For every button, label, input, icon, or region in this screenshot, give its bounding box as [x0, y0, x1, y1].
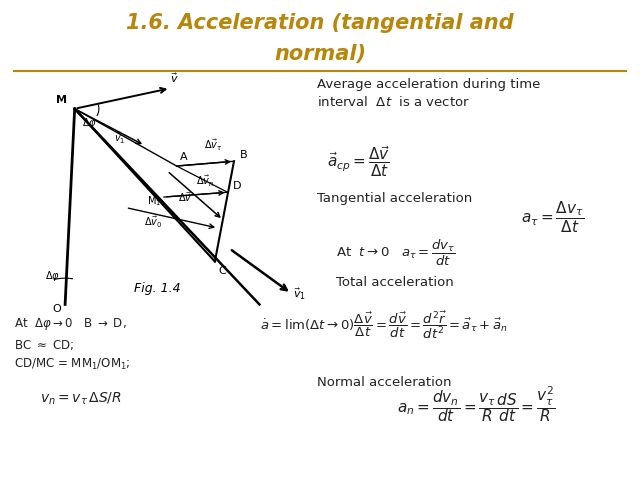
Text: $\Delta\vec{v}_n$: $\Delta\vec{v}_n$ [196, 174, 214, 189]
Text: Total acceleration: Total acceleration [336, 276, 454, 289]
Text: 1.6. Acceleration (tangential and: 1.6. Acceleration (tangential and [126, 13, 514, 33]
Text: D: D [234, 181, 242, 192]
Text: $\vec{v}$: $\vec{v}$ [170, 72, 179, 85]
Text: $\vec{v}_1$: $\vec{v}_1$ [293, 287, 306, 302]
Text: $\Delta\varphi$: $\Delta\varphi$ [45, 269, 60, 283]
Text: M$_1$: M$_1$ [147, 195, 161, 208]
Text: At  $\Delta\varphi \rightarrow 0$   B $\rightarrow$ D,
BC $\approx$ CD;
CD/MC = : At $\Delta\varphi \rightarrow 0$ B $\rig… [14, 316, 131, 372]
Text: Average acceleration during time
interval  $\Delta t$  is a vector: Average acceleration during time interva… [317, 78, 540, 109]
Text: Tangential acceleration: Tangential acceleration [317, 192, 472, 205]
Text: $\vec{v}_1$: $\vec{v}_1$ [113, 131, 125, 146]
Text: $\vec{a}_{cp} = \dfrac{\Delta\vec{v}}{\Delta t}$: $\vec{a}_{cp} = \dfrac{\Delta\vec{v}}{\D… [327, 144, 390, 180]
Text: $\dot{a} = \lim(\Delta t \rightarrow 0)\dfrac{\Delta\vec{v}}{\Delta t} = \dfrac{: $\dot{a} = \lim(\Delta t \rightarrow 0)\… [260, 309, 508, 341]
Text: $\Delta\vec{v}$: $\Delta\vec{v}$ [178, 191, 192, 204]
Text: Normal acceleration: Normal acceleration [317, 376, 451, 389]
Text: normal): normal) [274, 44, 366, 64]
Text: $\Delta\varphi$: $\Delta\varphi$ [82, 117, 97, 131]
Text: A: A [180, 152, 188, 162]
Text: O: O [52, 304, 61, 314]
Text: Fig. 1.4: Fig. 1.4 [134, 283, 181, 296]
Text: At  $t \rightarrow 0$   $a_{\tau} = \dfrac{dv_{\tau}}{dt}$: At $t \rightarrow 0$ $a_{\tau} = \dfrac{… [336, 238, 456, 268]
Text: B: B [240, 150, 247, 160]
Text: C: C [219, 266, 227, 276]
Text: $a_{\tau} = \dfrac{\Delta v_{\tau}}{\Delta t}$: $a_{\tau} = \dfrac{\Delta v_{\tau}}{\Del… [521, 199, 584, 235]
Text: $a_{n} = \dfrac{dv_{n}}{dt} = \dfrac{v_{\tau}}{R}\dfrac{dS}{dt} = \dfrac{v_{\tau: $a_{n} = \dfrac{dv_{n}}{dt} = \dfrac{v_{… [397, 384, 556, 424]
Text: M: M [56, 95, 67, 105]
Text: $v_n = v_\tau \, \Delta S/R$: $v_n = v_\tau \, \Delta S/R$ [40, 390, 121, 407]
Text: $\Delta\vec{v}_\tau$: $\Delta\vec{v}_\tau$ [204, 138, 222, 153]
Text: $\Delta\vec{v}_0$: $\Delta\vec{v}_0$ [144, 215, 163, 230]
